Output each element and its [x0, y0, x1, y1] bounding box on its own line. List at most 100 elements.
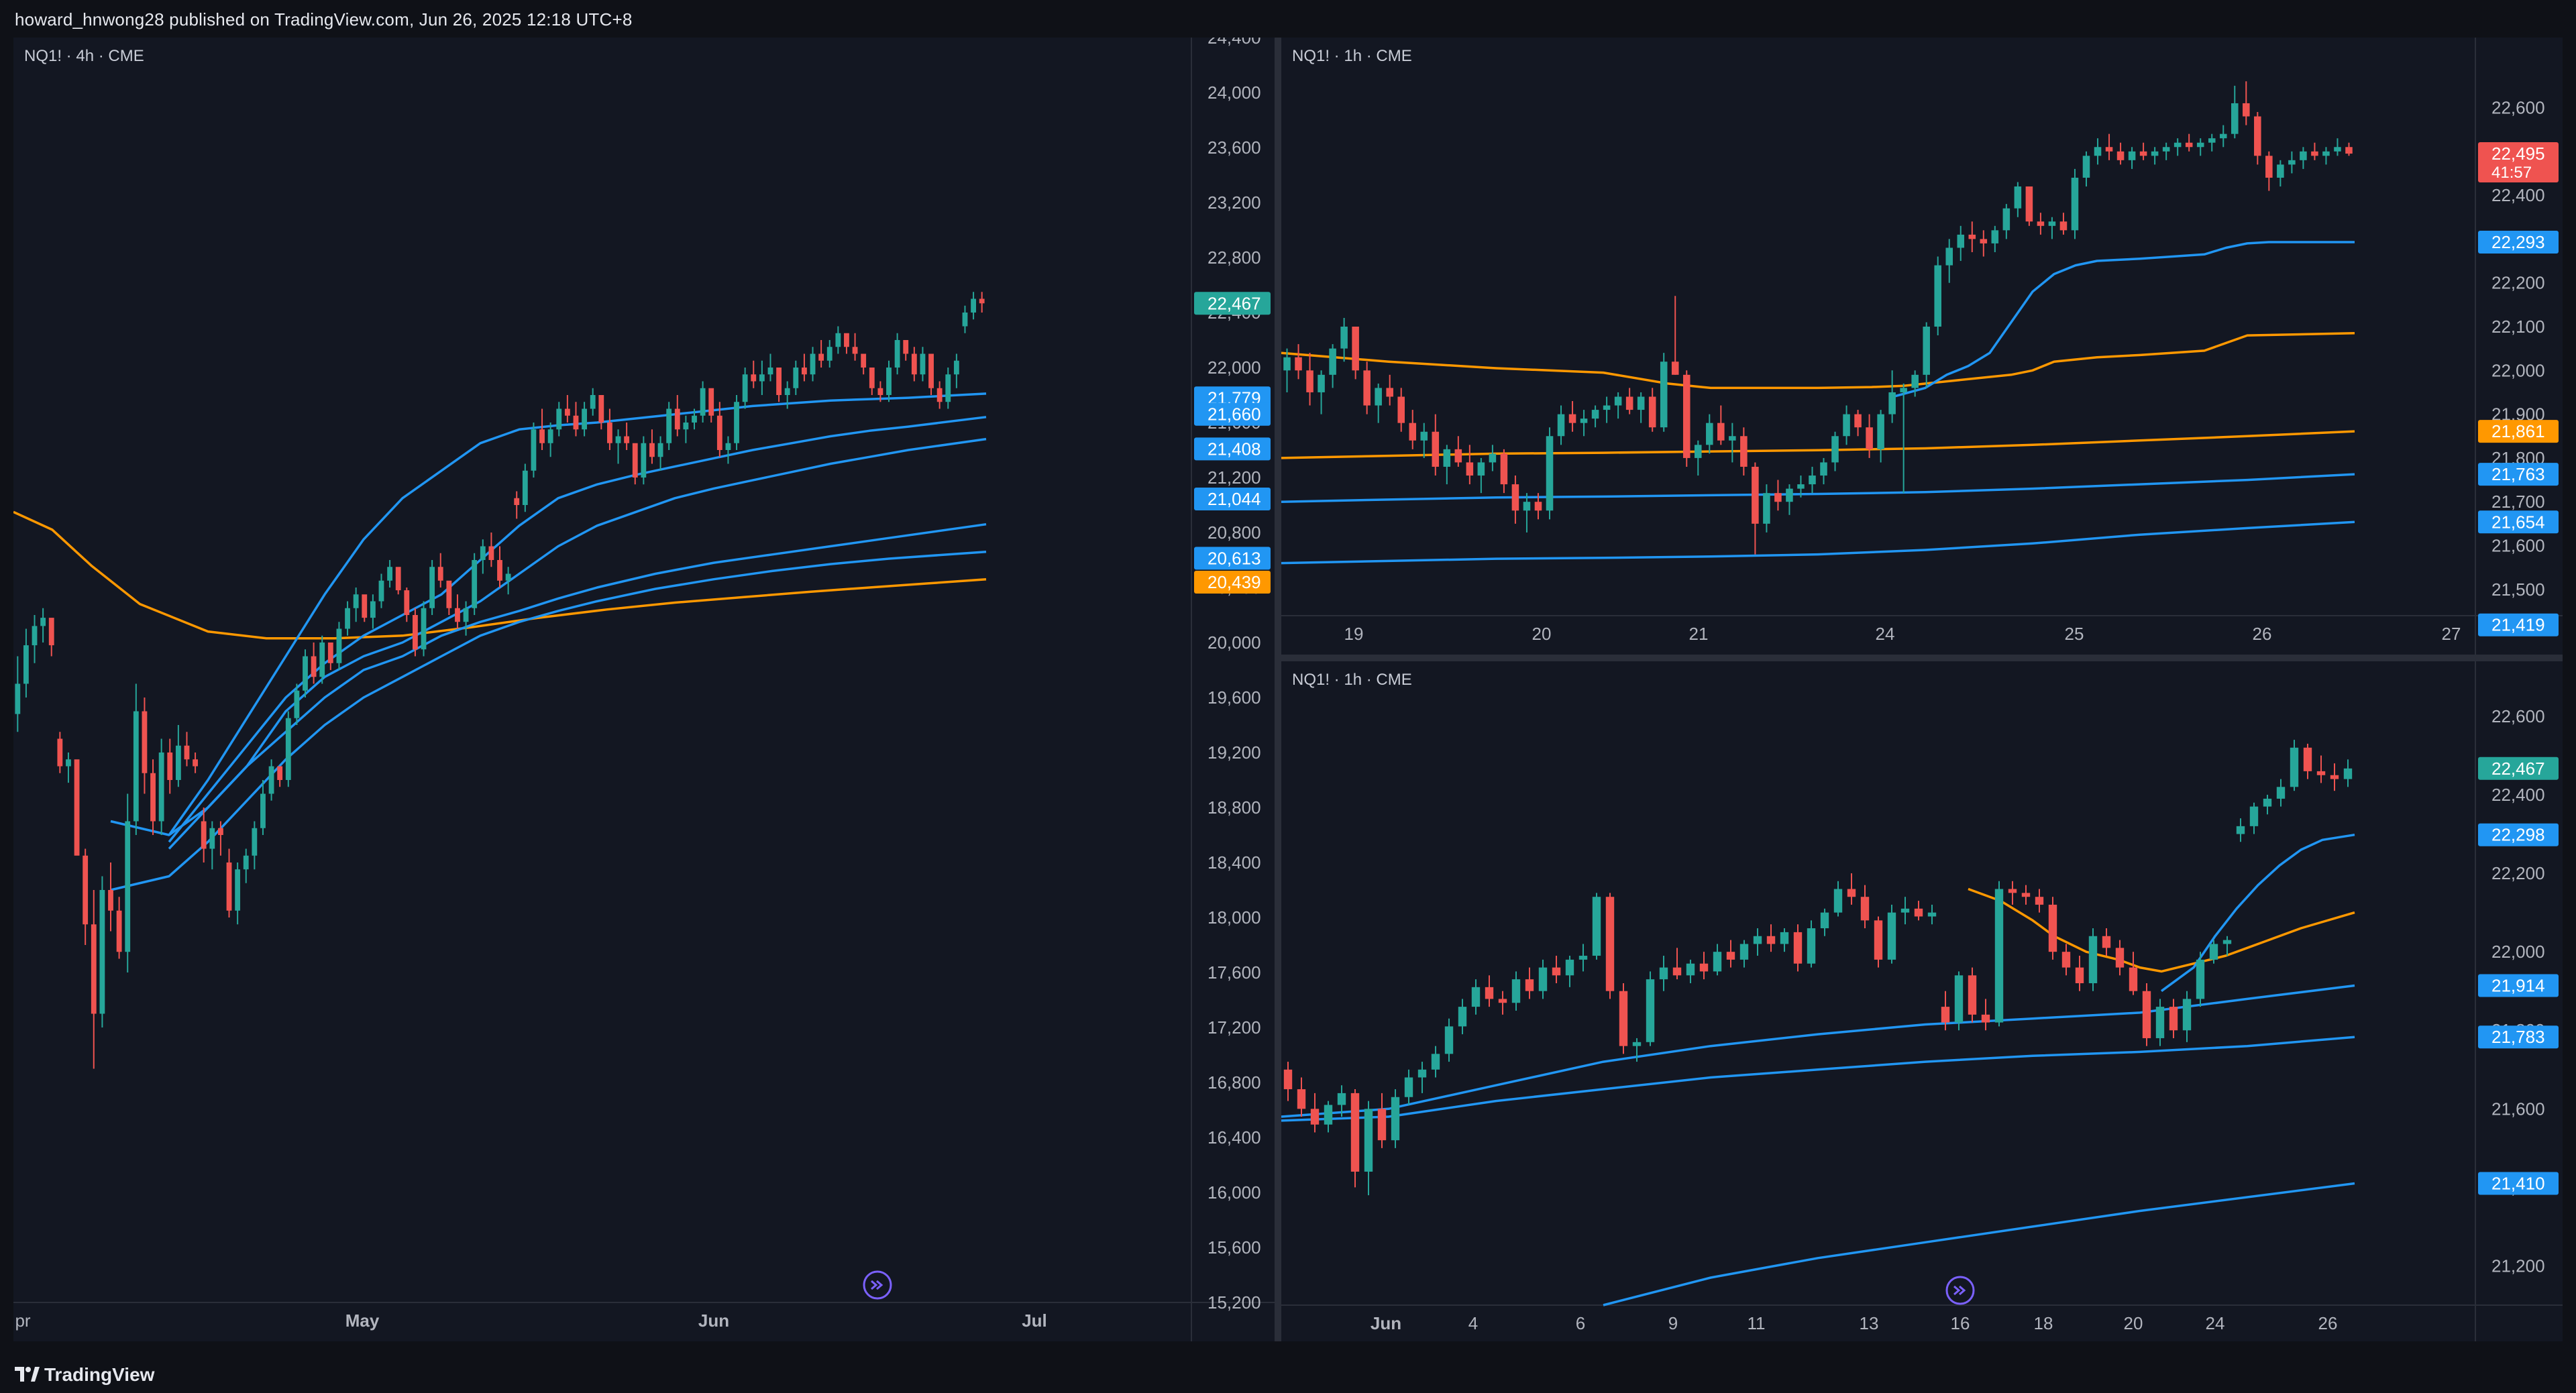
candle [1994, 881, 2004, 1027]
candle [226, 848, 232, 917]
candle-body [2334, 147, 2341, 152]
price-badge-value: 21,419 [2491, 615, 2545, 635]
price-badge-bg [1194, 402, 1271, 426]
candle [725, 436, 731, 464]
candle-body [582, 408, 587, 430]
candle [2116, 142, 2125, 165]
chart-panel-left[interactable]: 15,200 15,600 16,000 16,400 16,800 17,200 17,6… [13, 38, 1275, 1341]
price-tick-label: 16,000 [1208, 1182, 1261, 1203]
price-tick-label: 24,400 [1208, 38, 1261, 48]
candle [40, 608, 46, 643]
candle-body [446, 580, 452, 608]
candle [2061, 944, 2071, 976]
price-badge-bg [1194, 292, 1271, 315]
candle [2265, 151, 2273, 191]
candle [1820, 457, 1827, 485]
candle-body [209, 828, 215, 849]
candle [336, 622, 342, 670]
candle-body [1847, 889, 1856, 897]
panel-divider[interactable] [1275, 38, 1281, 1341]
candle [480, 539, 486, 574]
candle-body [2116, 151, 2125, 160]
candle [716, 402, 722, 457]
chart-panel-bottom-right[interactable]: 21,20021,40021,60021,80022,00022,20022,4… [1281, 661, 2563, 1341]
candle [1377, 1093, 1387, 1148]
panel-divider[interactable] [1281, 655, 2563, 661]
candle [1860, 885, 1870, 929]
candle-body [2037, 221, 2045, 226]
price-badge-value: 22,467 [2491, 759, 2545, 779]
candle [1352, 327, 1359, 380]
price-tick-label: 21,200 [1208, 467, 1261, 488]
candle [252, 821, 258, 870]
time-tick-label: pr [15, 1311, 30, 1331]
candle [826, 340, 833, 368]
price-tick-label: 15,600 [1208, 1237, 1261, 1258]
price-badge-bg [1194, 547, 1271, 570]
candle-body [1648, 396, 1656, 428]
time-tick-label: Jun [1371, 1313, 1401, 1333]
candle [1485, 975, 1494, 1007]
chart-bottom-right-svg[interactable]: 21,20021,40021,60021,80022,00022,20022,4… [1281, 661, 2563, 1341]
candle-body [1364, 1109, 1373, 1172]
chart-top-right-svg[interactable]: 21,50021,60021,70021,80021,90022,00022,1… [1281, 38, 2563, 655]
candle-body [2208, 138, 2216, 143]
time-tick-label: 16 [1951, 1313, 1970, 1333]
scroll-to-realtime-icon[interactable] [863, 1270, 892, 1300]
price-tick-label: 21,700 [2491, 492, 2545, 512]
candle [641, 436, 647, 485]
indicator-line [110, 522, 987, 836]
candle-body [472, 560, 478, 608]
chart-left-svg[interactable]: 15,200 15,600 16,000 16,400 16,800 17,200 17,6… [13, 38, 1275, 1341]
candle [142, 698, 148, 794]
candle [1409, 410, 1417, 449]
chart-symbol-label: NQ1! · 4h · CME [24, 47, 144, 65]
candle [505, 567, 511, 595]
candle [539, 408, 545, 450]
candle [201, 807, 207, 862]
candle [692, 408, 697, 430]
candle [150, 759, 156, 835]
candle [2236, 818, 2245, 842]
scroll-to-realtime-ring [1945, 1276, 1975, 1305]
candle [1831, 431, 1839, 471]
candle [437, 553, 443, 588]
candle [378, 573, 384, 608]
candle [1557, 405, 1565, 445]
price-tick-label: 24,000 [1208, 82, 1261, 103]
candle [1525, 967, 1534, 999]
candle-body [2142, 991, 2151, 1038]
candle [404, 588, 410, 622]
candle-body [40, 618, 46, 626]
candle-body [1431, 1054, 1440, 1070]
candle-body [1498, 999, 1507, 1003]
price-badge-value: 21,044 [1208, 489, 1261, 509]
candle [683, 415, 689, 443]
candle [66, 753, 71, 783]
candle [2075, 956, 2084, 991]
candle-body [2249, 806, 2259, 826]
candle-body [1980, 239, 1988, 243]
price-tick-label: 16,800 [1208, 1072, 1261, 1093]
chart-panel-top-right[interactable]: 21,500 21,600 21,700 21,800 21,900 22,000 22,1… [1281, 38, 2563, 655]
candle-body [2231, 103, 2239, 134]
candle-body [1820, 462, 1827, 476]
candle [2082, 151, 2090, 187]
tradingview-brand[interactable]: TradingView [44, 1364, 155, 1385]
candle [1866, 414, 1873, 458]
candle [531, 423, 537, 478]
candle [2115, 940, 2125, 976]
candle [1854, 410, 1862, 437]
candle [1706, 414, 1713, 454]
candle-body [1729, 436, 1736, 441]
candle-body [1489, 453, 1497, 463]
scroll-to-realtime-icon[interactable] [1945, 1276, 1975, 1305]
candle-body [235, 869, 241, 911]
tradingview-logo-icon[interactable] [13, 1363, 40, 1386]
candle [1927, 904, 1937, 925]
candle [1391, 1089, 1400, 1148]
candle-body [928, 353, 934, 388]
candle [2037, 213, 2045, 235]
candle-body [1578, 956, 1588, 960]
candle [235, 862, 241, 925]
